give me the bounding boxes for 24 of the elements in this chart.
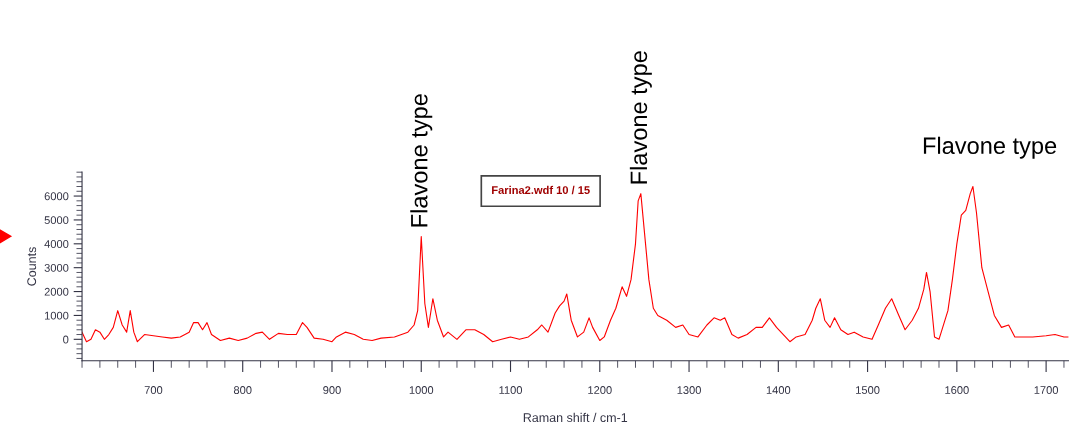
x-tick-label: 1500 bbox=[856, 386, 880, 394]
x-tick-label: 800 bbox=[233, 386, 252, 394]
annotation: Flavone type bbox=[629, 51, 652, 184]
x-tick-label: 1300 bbox=[677, 386, 701, 394]
y-tick-label: 0 bbox=[63, 335, 69, 344]
x-tick-label: 900 bbox=[323, 386, 341, 394]
x-tick-label: 1100 bbox=[499, 386, 523, 394]
x-tick-label: 1700 bbox=[1034, 386, 1059, 394]
x-tick-label: 1200 bbox=[588, 386, 612, 394]
x-tick-label: 700 bbox=[144, 386, 163, 394]
y-axis-title: Counts bbox=[27, 247, 37, 286]
x-tick-label: 1600 bbox=[945, 386, 969, 394]
y-tick-label: 4000 bbox=[44, 240, 69, 248]
annotation: Farina2.wdf 10 / 15 bbox=[492, 185, 590, 195]
x-tick-label: 1000 bbox=[409, 386, 434, 394]
x-tick-label: 1400 bbox=[766, 386, 791, 394]
annotation: Flavone type bbox=[923, 136, 1057, 159]
y-tick-label: 2000 bbox=[44, 287, 69, 296]
y-tick-label: 3000 bbox=[44, 263, 69, 272]
y-tick-label: 6000 bbox=[44, 192, 69, 201]
y-tick-label: 1000 bbox=[44, 311, 69, 320]
y-tick-label: 5000 bbox=[44, 216, 69, 225]
annotation: Flavone type bbox=[410, 94, 433, 227]
x-axis-title: Raman shift / cm-1 bbox=[523, 412, 628, 422]
